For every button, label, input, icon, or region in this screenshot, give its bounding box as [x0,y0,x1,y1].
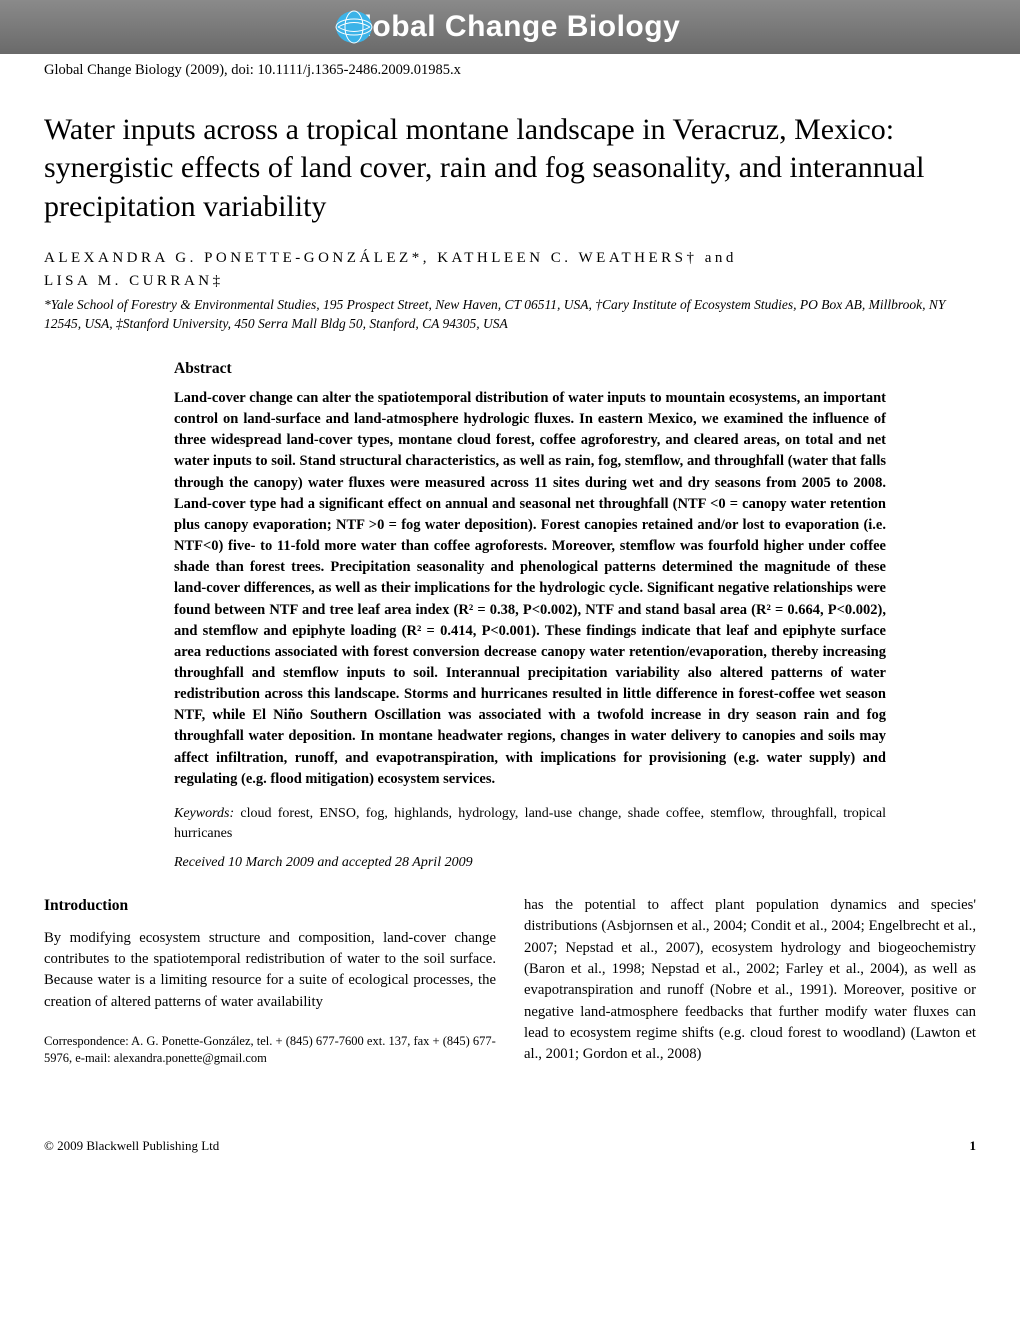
abstract-section: Abstract Land-cover change can alter the… [174,360,886,871]
correspondence: Correspondence: A. G. Ponette-González, … [44,1033,496,1068]
authors-line-1: ALEXANDRA G. PONETTE-GONZÁLEZ*, KATHLEEN… [44,250,976,267]
journal-reference: Global Change Biology (2009), doi: 10.11… [0,54,1020,79]
authors-line-2: LISA M. CURRAN‡ [44,273,976,290]
journal-name: Global Change Biology [340,10,681,44]
keywords-label: Keywords: [174,806,234,821]
page-number: 1 [970,1138,977,1154]
introduction-heading: Introduction [44,895,496,917]
introduction-text-left: By modifying ecosystem structure and com… [44,928,496,1013]
keywords: Keywords: cloud forest, ENSO, fog, highl… [174,804,886,843]
keywords-text: cloud forest, ENSO, fog, highlands, hydr… [174,806,886,841]
page-footer: © 2009 Blackwell Publishing Ltd 1 [0,1108,1020,1174]
column-left: Introduction By modifying ecosystem stru… [44,895,496,1068]
journal-banner: Global Change Biology [0,0,1020,54]
affiliations: *Yale School of Forestry & Environmental… [44,296,976,334]
abstract-heading: Abstract [174,360,886,378]
introduction-text-right: has the potential to affect plant popula… [524,895,976,1066]
received-date: Received 10 March 2009 and accepted 28 A… [174,855,886,871]
column-right: has the potential to affect plant popula… [524,895,976,1068]
abstract-text: Land-cover change can alter the spatiote… [174,388,886,790]
page-content: Water inputs across a tropical montane l… [0,79,1020,1108]
copyright: © 2009 Blackwell Publishing Ltd [44,1138,219,1154]
article-title: Water inputs across a tropical montane l… [44,111,976,226]
introduction-section: Introduction By modifying ecosystem stru… [44,895,976,1068]
globe-logo-icon [335,8,373,46]
